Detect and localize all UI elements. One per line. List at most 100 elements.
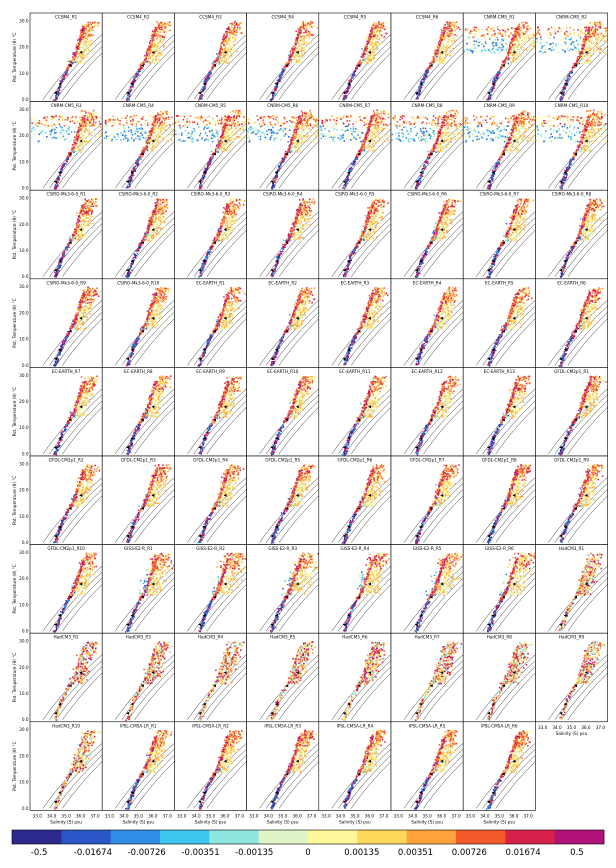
- ts-point: [585, 36, 588, 38]
- ts-point: [563, 90, 565, 92]
- ts-point: [87, 21, 89, 24]
- ts-panel: CCSM4_R2: [101, 12, 175, 102]
- ts-point: [600, 32, 603, 35]
- ts-point: [299, 30, 301, 32]
- ts-point: [52, 99, 55, 101]
- ts-point: [287, 57, 289, 59]
- ts-point: [450, 34, 452, 36]
- ts-point: [37, 130, 40, 132]
- ts-point: [288, 60, 290, 62]
- ts-point: [375, 31, 378, 33]
- ts-point: [64, 138, 67, 141]
- ts-point: [493, 80, 495, 82]
- ts-point: [53, 129, 56, 131]
- ts-point: [157, 23, 160, 25]
- ts-point: [344, 96, 346, 99]
- ts-point: [601, 37, 603, 40]
- ts-point: [298, 48, 300, 50]
- ts-point: [99, 123, 101, 125]
- ts-point: [92, 116, 94, 118]
- ts-point: [484, 42, 487, 44]
- ts-point: [442, 60, 444, 63]
- ts-point: [68, 126, 70, 128]
- ts-point: [281, 73, 283, 76]
- ts-point: [368, 43, 370, 45]
- ts-point: [369, 58, 371, 61]
- ts-point: [308, 37, 311, 39]
- ts-panel: CNRM-CM5_R3: [29, 101, 103, 191]
- ts-point: [494, 35, 496, 38]
- ts-point: [509, 42, 512, 44]
- ts-point: [418, 93, 420, 96]
- ts-point: [373, 31, 375, 33]
- ts-point: [304, 35, 307, 37]
- ts-point: [229, 34, 232, 37]
- ts-point: [202, 86, 204, 89]
- ts-point: [519, 48, 521, 50]
- ts-point: [83, 117, 86, 119]
- ts-point: [444, 29, 446, 31]
- ts-point: [585, 38, 588, 40]
- ts-point: [287, 53, 290, 56]
- ts-point: [559, 99, 562, 101]
- ts-point: [305, 24, 307, 26]
- ts-point: [523, 40, 525, 42]
- ts-point: [577, 57, 580, 59]
- ts-point: [361, 54, 363, 56]
- ts-point: [160, 21, 163, 23]
- ts-point: [86, 45, 88, 47]
- ts-point: [309, 31, 312, 34]
- ts-point: [171, 116, 173, 119]
- ts-point: [482, 29, 484, 31]
- ts-point: [516, 46, 518, 48]
- ts-point: [233, 32, 236, 34]
- ts-point: [510, 61, 513, 64]
- ts-point: [302, 26, 304, 28]
- ts-point: [583, 49, 585, 51]
- ts-point: [62, 165, 65, 168]
- ts-point: [238, 22, 241, 25]
- ts-point: [342, 98, 344, 101]
- ts-point: [58, 89, 61, 91]
- ts-point: [269, 99, 271, 101]
- ts-point: [443, 57, 446, 59]
- ts-point: [363, 50, 365, 52]
- ts-point: [470, 32, 472, 34]
- ts-point: [220, 47, 223, 49]
- ts-point: [437, 57, 439, 59]
- ts-point: [589, 29, 591, 31]
- ts-point: [370, 61, 372, 63]
- ts-point: [80, 54, 82, 56]
- ts-point: [365, 59, 367, 61]
- ts-point: [231, 23, 233, 26]
- ts-point: [224, 47, 226, 49]
- ts-point: [363, 52, 366, 54]
- ts-point: [296, 37, 298, 40]
- ts-point: [88, 142, 91, 145]
- ts-point: [148, 42, 151, 44]
- ts-point: [289, 54, 292, 56]
- ts-point: [523, 24, 525, 26]
- ts-point: [517, 57, 520, 60]
- ts-point: [59, 116, 61, 119]
- ts-point: [80, 151, 82, 153]
- ts-point: [38, 120, 41, 122]
- ts-point: [478, 28, 480, 31]
- ts-point: [575, 47, 577, 49]
- ts-point: [61, 126, 63, 129]
- ts-point: [128, 96, 131, 98]
- ts-point: [158, 43, 160, 45]
- ts-point: [369, 46, 371, 49]
- ts-point: [226, 57, 229, 60]
- ts-point: [596, 41, 599, 43]
- ts-point: [443, 38, 446, 41]
- ts-point: [84, 38, 86, 40]
- ts-point: [156, 21, 158, 23]
- ts-point: [438, 47, 440, 50]
- ts-point: [302, 28, 305, 31]
- ts-point: [311, 21, 313, 23]
- ts-point: [492, 88, 494, 90]
- ts-point: [139, 68, 141, 71]
- ts-point: [83, 30, 85, 33]
- ts-point: [539, 42, 541, 44]
